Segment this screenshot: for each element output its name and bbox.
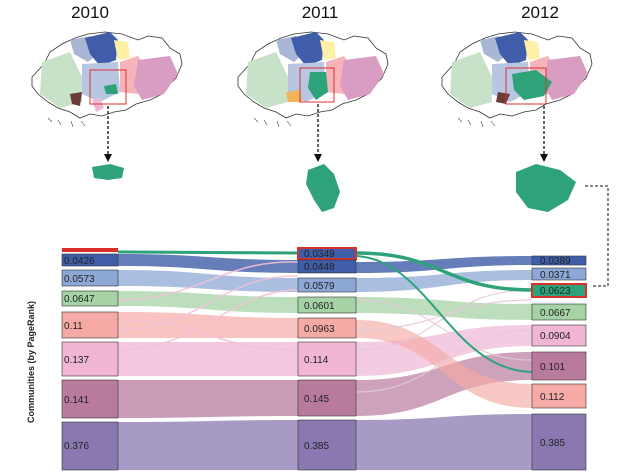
flow-2010-2011-purple <box>118 420 298 470</box>
node-label-2011-3: 0.0579 <box>304 281 335 292</box>
year-title-2011: 2011 <box>302 3 339 22</box>
flow-2011-2012-mid-blue <box>356 270 532 292</box>
node-label-2010-7: 0.376 <box>64 441 89 452</box>
node-label-2012-5: 0.0904 <box>540 331 571 342</box>
node-2011-8 <box>297 419 357 471</box>
node-2012-5 <box>531 324 587 347</box>
node-2012-7 <box>531 383 587 409</box>
focus-box-2012 <box>505 67 547 105</box>
flow-2011-2012-purple <box>356 414 532 470</box>
node-2010-top-highlight <box>62 248 118 252</box>
connector-2012-to-node <box>585 185 609 287</box>
flow-2010-2011-salmon <box>118 312 298 338</box>
node-2011-5 <box>297 317 357 339</box>
node-label-2012-2: 0.0371 <box>540 270 571 281</box>
column-2011: 0.0349 0.0448 0.0579 0.0601 0.0963 0.114… <box>297 247 357 471</box>
flow-2010-2011-mauve <box>118 380 298 418</box>
flow-2011-2012-dark-blue <box>356 256 532 273</box>
node-label-2010-2: 0.0573 <box>64 274 95 285</box>
map-2010 <box>31 31 183 180</box>
node-2010-5 <box>61 341 119 377</box>
node-label-2012-4: 0.0667 <box>540 308 571 319</box>
community-shape-2010 <box>92 164 124 180</box>
node-2012-6 <box>531 351 587 381</box>
flows <box>117 250 533 470</box>
y-axis-label: Communities (by PageRank) <box>26 301 36 423</box>
node-label-2012-8: 0.385 <box>540 438 565 449</box>
node-label-2010-5: 0.137 <box>64 355 89 366</box>
flow-2011-2012-salmon <box>356 320 532 408</box>
flow-2011-2012-green <box>356 297 532 320</box>
node-label-2012-3: 0.0623 <box>540 286 571 297</box>
node-label-2012-7: 0.112 <box>540 392 565 403</box>
node-2011-2 <box>297 259 357 274</box>
flow-2011-2012-mauve-lower <box>356 352 532 416</box>
node-2010-6 <box>61 379 119 419</box>
node-2010-3 <box>61 290 119 307</box>
node-label-2010-4: 0.11 <box>64 321 83 332</box>
node-2012-1 <box>531 255 587 266</box>
node-label-2012-6: 0.101 <box>540 362 565 373</box>
focus-box-2011 <box>299 67 335 103</box>
node-2011-1 <box>297 247 357 260</box>
node-label-2010-6: 0.141 <box>64 395 89 406</box>
flow-highlight-2011-2012-b <box>355 255 533 373</box>
node-2010-1 <box>61 253 119 267</box>
node-2011-4 <box>297 296 357 314</box>
node-label-2011-5: 0.0963 <box>304 324 335 335</box>
node-2012-8 <box>531 413 587 471</box>
community-shape-2011 <box>306 164 340 212</box>
node-2011-3 <box>297 277 357 293</box>
node-label-2011-1: 0.0349 <box>304 249 335 260</box>
map-2011 <box>237 31 389 212</box>
flow-2010-2011-pink <box>118 342 298 376</box>
flow-2010-2011-dark-blue <box>118 254 298 273</box>
column-2012: 0.0389 0.0371 0.0623 0.0667 0.0904 0.101… <box>531 255 587 471</box>
node-label-2011-7: 0.145 <box>304 394 329 405</box>
year-title-2010: 2010 <box>71 3 109 22</box>
node-label-2011-2: 0.0448 <box>304 262 335 273</box>
node-label-2010-3: 0.0647 <box>64 294 95 305</box>
node-2011-7 <box>297 379 357 417</box>
flow-highlight-2011-2012-a <box>355 251 533 292</box>
node-2010-2 <box>61 269 119 287</box>
node-label-2011-8: 0.385 <box>304 441 329 452</box>
node-2011-6 <box>297 341 357 377</box>
node-2012-4 <box>531 303 587 321</box>
year-title-2012: 2012 <box>521 3 559 22</box>
map-2012 <box>441 31 593 212</box>
column-2010: 0.0426 0.0573 0.0647 0.11 0.137 0.141 0.… <box>61 248 119 471</box>
node-2010-7 <box>61 421 119 471</box>
node-label-2011-4: 0.0601 <box>304 301 335 312</box>
node-label-2010-1: 0.0426 <box>64 256 95 267</box>
flow-2010-2011-green <box>118 291 298 313</box>
node-2012-2 <box>531 267 587 281</box>
focus-box-2010 <box>89 69 127 105</box>
node-label-2012-1: 0.0389 <box>540 256 571 267</box>
flow-highlight-2010-2011 <box>117 250 299 255</box>
node-2010-4 <box>61 311 119 339</box>
node-2012-3 <box>531 283 587 298</box>
community-shape-2012 <box>516 164 576 212</box>
node-label-2011-6: 0.114 <box>304 355 329 366</box>
